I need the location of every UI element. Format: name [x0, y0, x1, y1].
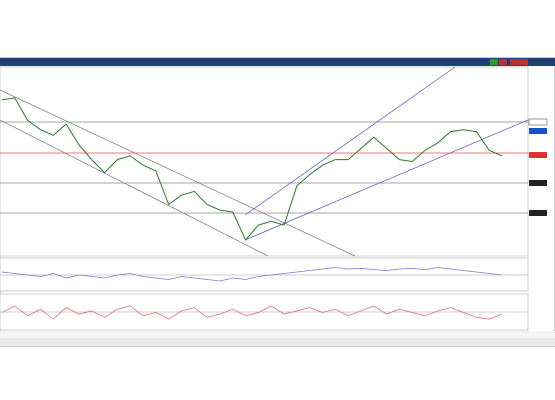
price-tag: [528, 118, 548, 126]
series-line: [1, 305, 503, 320]
trend-line: [244, 119, 529, 241]
channel-line: [0, 89, 356, 257]
time-axis: [0, 331, 555, 338]
tool-button[interactable]: [510, 59, 528, 65]
status-bar: [0, 338, 555, 346]
tool-button[interactable]: [490, 59, 498, 65]
price-tag: [529, 128, 547, 134]
toolbar[interactable]: [0, 58, 555, 66]
price-tag: [529, 152, 547, 158]
indicator-pane: [0, 257, 529, 292]
series-line: [1, 267, 503, 282]
price-tag: [529, 210, 547, 216]
window: [0, 57, 555, 347]
series-line: [1, 97, 503, 241]
main-pane: [0, 66, 529, 257]
tool-button[interactable]: [499, 59, 507, 65]
drawings: [0, 66, 529, 313]
channel-line: [0, 119, 269, 257]
trend-line: [244, 66, 456, 216]
price-tag: [529, 180, 547, 186]
